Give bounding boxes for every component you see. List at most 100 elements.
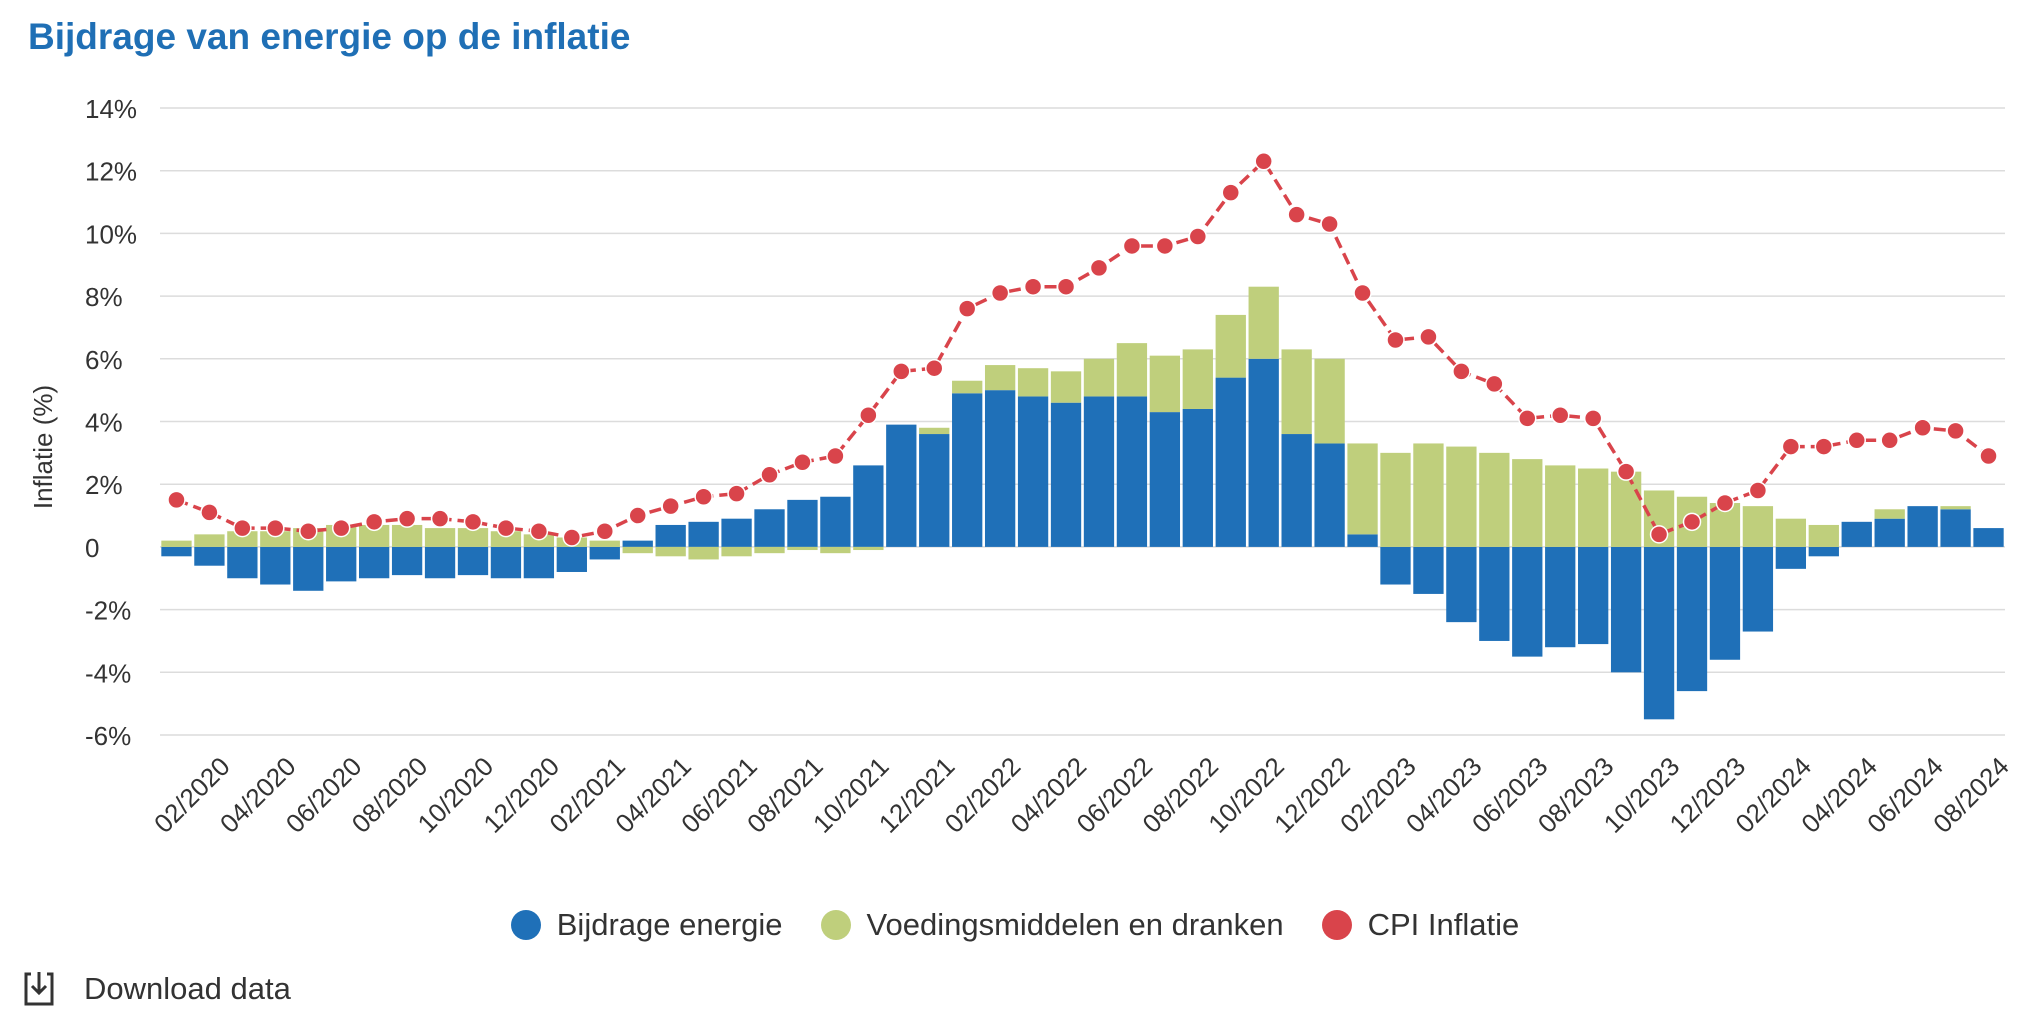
food-bar (391, 524, 423, 547)
food-bar (1314, 358, 1345, 444)
energy-bar (1775, 546, 1807, 569)
energy-bar (1050, 402, 1082, 547)
energy-bar (688, 521, 719, 547)
energy-bar (523, 546, 555, 579)
energy-bar (1347, 534, 1378, 547)
legend-item-food[interactable]: Voedingsmiddelen en dranken (820, 907, 1284, 943)
energy-bar (161, 546, 192, 557)
cpi-point (1913, 418, 1932, 438)
cpi-point (694, 487, 713, 506)
download-icon (22, 970, 56, 1008)
energy-bar (358, 546, 390, 579)
energy-bar (1215, 377, 1246, 547)
food-bar (622, 546, 653, 554)
energy-bar (490, 546, 522, 579)
food-bar (853, 546, 884, 551)
energy-bar (1479, 546, 1510, 641)
food-bar (589, 540, 620, 547)
energy-bar (1446, 546, 1477, 623)
cpi-point (1155, 236, 1175, 256)
food-bar (260, 531, 291, 547)
cpi-point (266, 518, 285, 538)
cpi-point (364, 512, 384, 532)
energy-bar (1940, 509, 1971, 547)
food-bar (1248, 286, 1279, 359)
food-bar (1215, 314, 1246, 378)
food-bar (358, 524, 390, 547)
food-bar (1874, 509, 1905, 519)
food-bar (1610, 471, 1642, 547)
energy-bar (1907, 506, 1938, 547)
food-bar (1050, 371, 1082, 403)
download-label: Download data (84, 971, 291, 1006)
energy-bar (391, 546, 423, 576)
cpi-point (957, 299, 977, 318)
cpi-point (1287, 205, 1306, 224)
inflation-chart: 14% 12% 10% 8% 6% 4% 2% 0 -2% -4% -6% Inflatie (%)… (28, 94, 2015, 839)
cpi-point (1122, 236, 1142, 256)
y-tick-label: -6% (85, 721, 131, 751)
chart-title: Bijdrage van energie op de inflatie (28, 16, 631, 57)
x-axis-ticks: 02/202004/202006/202008/202010/202012/20… (148, 751, 2015, 839)
energy-bar (1841, 521, 1872, 547)
cpi-point (924, 358, 944, 378)
cpi-point (990, 283, 1010, 303)
legend-item-cpi[interactable]: CPI Inflatie (1321, 907, 1520, 943)
food-bar (1446, 446, 1477, 547)
legend-item-energy[interactable]: Bijdrage energie (510, 907, 783, 943)
cpi-point (727, 484, 746, 503)
legend-food-label: Voedingsmiddelen en dranken (866, 907, 1284, 942)
cpi-point (1353, 283, 1372, 303)
legend: Bijdrage energie Voedingsmiddelen en dra… (0, 900, 2030, 950)
food-bar (1380, 452, 1411, 547)
energy-bar (326, 546, 357, 582)
cpi-point (1320, 214, 1339, 234)
energy-bar (1182, 408, 1213, 547)
cpi-point (1649, 525, 1669, 544)
y-tick-label: -2% (85, 596, 131, 626)
legend-cpi-label: CPI Inflatie (1367, 907, 1520, 942)
cpi-point (793, 453, 812, 472)
energy-bar (1083, 396, 1115, 547)
cpi-point (1452, 362, 1471, 381)
cpi-point (430, 509, 450, 528)
energy-bar (1149, 412, 1181, 547)
cpi-point (1880, 431, 1899, 450)
food-bar (1512, 459, 1543, 547)
y-axis-label: Inflatie (%) (28, 385, 58, 509)
cpi-point (1715, 493, 1735, 513)
food-bar (1083, 358, 1115, 397)
cpi-point (661, 496, 680, 516)
cpi-point (1583, 409, 1603, 428)
energy-bar (1281, 434, 1312, 547)
food-bar (1940, 506, 1971, 510)
food-bar (1017, 368, 1049, 397)
y-tick-label: 4% (85, 408, 123, 438)
cpi-point (1847, 431, 1866, 450)
food-bar (1182, 349, 1213, 409)
food-bar (820, 546, 851, 554)
cpi-point (826, 446, 845, 466)
legend-food-dot (820, 910, 851, 940)
energy-bar (721, 518, 752, 547)
energy-bar (1973, 528, 2004, 547)
y-tick-label: 14% (85, 94, 137, 124)
food-bar (161, 540, 192, 547)
energy-bar (1017, 396, 1049, 547)
cpi-point (299, 521, 318, 541)
cpi-point (562, 528, 582, 547)
food-bar (1808, 524, 1839, 547)
download-data-button[interactable]: Download data (22, 970, 291, 1008)
energy-bar (754, 509, 785, 547)
y-axis-ticks: 14% 12% 10% 8% 6% 4% 2% 0 -2% -4% -6% (85, 94, 137, 751)
food-bar (227, 531, 258, 547)
cpi-point (595, 521, 615, 541)
food-bar (424, 528, 456, 547)
energy-bar (1874, 518, 1905, 547)
y-tick-label: 2% (85, 470, 123, 500)
y-tick-label: -4% (85, 658, 131, 688)
energy-bar (655, 524, 686, 547)
cpi-point (1682, 512, 1702, 532)
legend-energy-dot (510, 910, 541, 940)
energy-bar (227, 546, 258, 579)
